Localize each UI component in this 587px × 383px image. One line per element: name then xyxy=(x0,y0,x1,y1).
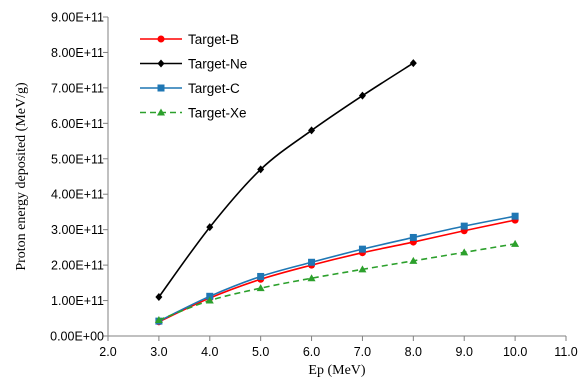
data-point-target-c xyxy=(511,212,519,220)
axes xyxy=(103,16,567,341)
legend-label: Target-Xe xyxy=(188,106,247,121)
x-tick-label: 5.0 xyxy=(252,345,269,359)
y-tick-label: 8.00E+11 xyxy=(51,46,104,60)
x-axis-label: Ep (MeV) xyxy=(308,363,365,378)
data-point-target-xe xyxy=(205,296,214,304)
legend-marker xyxy=(157,84,165,92)
y-tick-label: 2.00E+11 xyxy=(51,259,104,273)
x-tick-label: 7.0 xyxy=(354,345,371,359)
data-point-target-ne xyxy=(206,223,214,232)
data-point-target-xe xyxy=(409,256,418,264)
legend-label: Target-B xyxy=(188,32,239,47)
series-line-target-b xyxy=(158,219,516,323)
legend-marker xyxy=(157,35,165,43)
y-tick-label: 7.00E+11 xyxy=(51,81,104,95)
y-tick-label: 0.00E+00 xyxy=(50,330,104,344)
x-tick-label: 4.0 xyxy=(201,345,218,359)
legend-label: Target-C xyxy=(188,81,240,96)
legend-entry-target-c: Target-C xyxy=(140,81,240,96)
data-point-target-c xyxy=(358,245,366,253)
data-point-target-xe xyxy=(460,248,469,256)
series-target-b xyxy=(155,216,519,326)
legend-marker xyxy=(157,59,165,68)
data-point-target-xe xyxy=(256,284,265,292)
y-tick-label: 9.00E+11 xyxy=(51,11,104,25)
x-tick-label: 3.0 xyxy=(150,345,167,359)
data-point-target-c xyxy=(460,222,468,230)
y-tick-label: 1.00E+11 xyxy=(51,294,104,308)
data-point-target-ne xyxy=(308,126,316,135)
series-line-target-xe xyxy=(158,243,516,321)
x-tick-label: 10.0 xyxy=(503,345,527,359)
data-point-target-ne xyxy=(409,59,417,68)
data-point-target-c xyxy=(257,272,265,280)
legend-label: Target-Ne xyxy=(188,57,247,72)
data-point-target-c xyxy=(409,233,417,241)
legend-entry-target-ne: Target-Ne xyxy=(140,57,247,72)
data-point-target-xe xyxy=(511,239,520,247)
data-point-target-xe xyxy=(358,265,367,273)
y-tick-label: 5.00E+11 xyxy=(51,152,104,166)
x-tick-label: 11.0 xyxy=(554,345,577,359)
legend: Target-B Target-Ne Target-C Target-Xe xyxy=(140,32,247,121)
series-line-target-ne xyxy=(158,62,414,298)
series-target-ne xyxy=(155,59,417,302)
data-point-target-xe xyxy=(307,274,316,282)
y-tick-label: 3.00E+11 xyxy=(51,223,104,237)
legend-marker xyxy=(157,108,165,116)
data-point-target-c xyxy=(206,292,214,300)
tick-labels: 0.00E+00 1.00E+11 2.00E+11 3.00E+11 4.00E+11… xyxy=(50,11,578,360)
x-tick-label: 9.0 xyxy=(456,345,473,359)
data-point-target-ne xyxy=(155,293,163,302)
data-point-target-c xyxy=(308,258,316,266)
x-tick-label: 2.0 xyxy=(99,345,116,359)
y-tick-label: 4.00E+11 xyxy=(51,188,104,202)
legend-entry-target-xe: Target-Xe xyxy=(140,106,247,121)
y-axis-label: Proton energy deposited (MeV/g) xyxy=(14,82,29,271)
data-point-target-ne xyxy=(358,91,366,100)
data-point-target-ne xyxy=(257,165,265,174)
x-tick-label: 8.0 xyxy=(405,345,422,359)
series-target-xe xyxy=(154,239,520,324)
series-line-target-c xyxy=(158,215,516,322)
y-tick-label: 6.00E+11 xyxy=(51,117,104,131)
legend-entry-target-b: Target-B xyxy=(140,32,239,47)
x-tick-label: 6.0 xyxy=(303,345,320,359)
data-point-target-xe xyxy=(154,316,163,324)
series-layer xyxy=(154,59,520,326)
